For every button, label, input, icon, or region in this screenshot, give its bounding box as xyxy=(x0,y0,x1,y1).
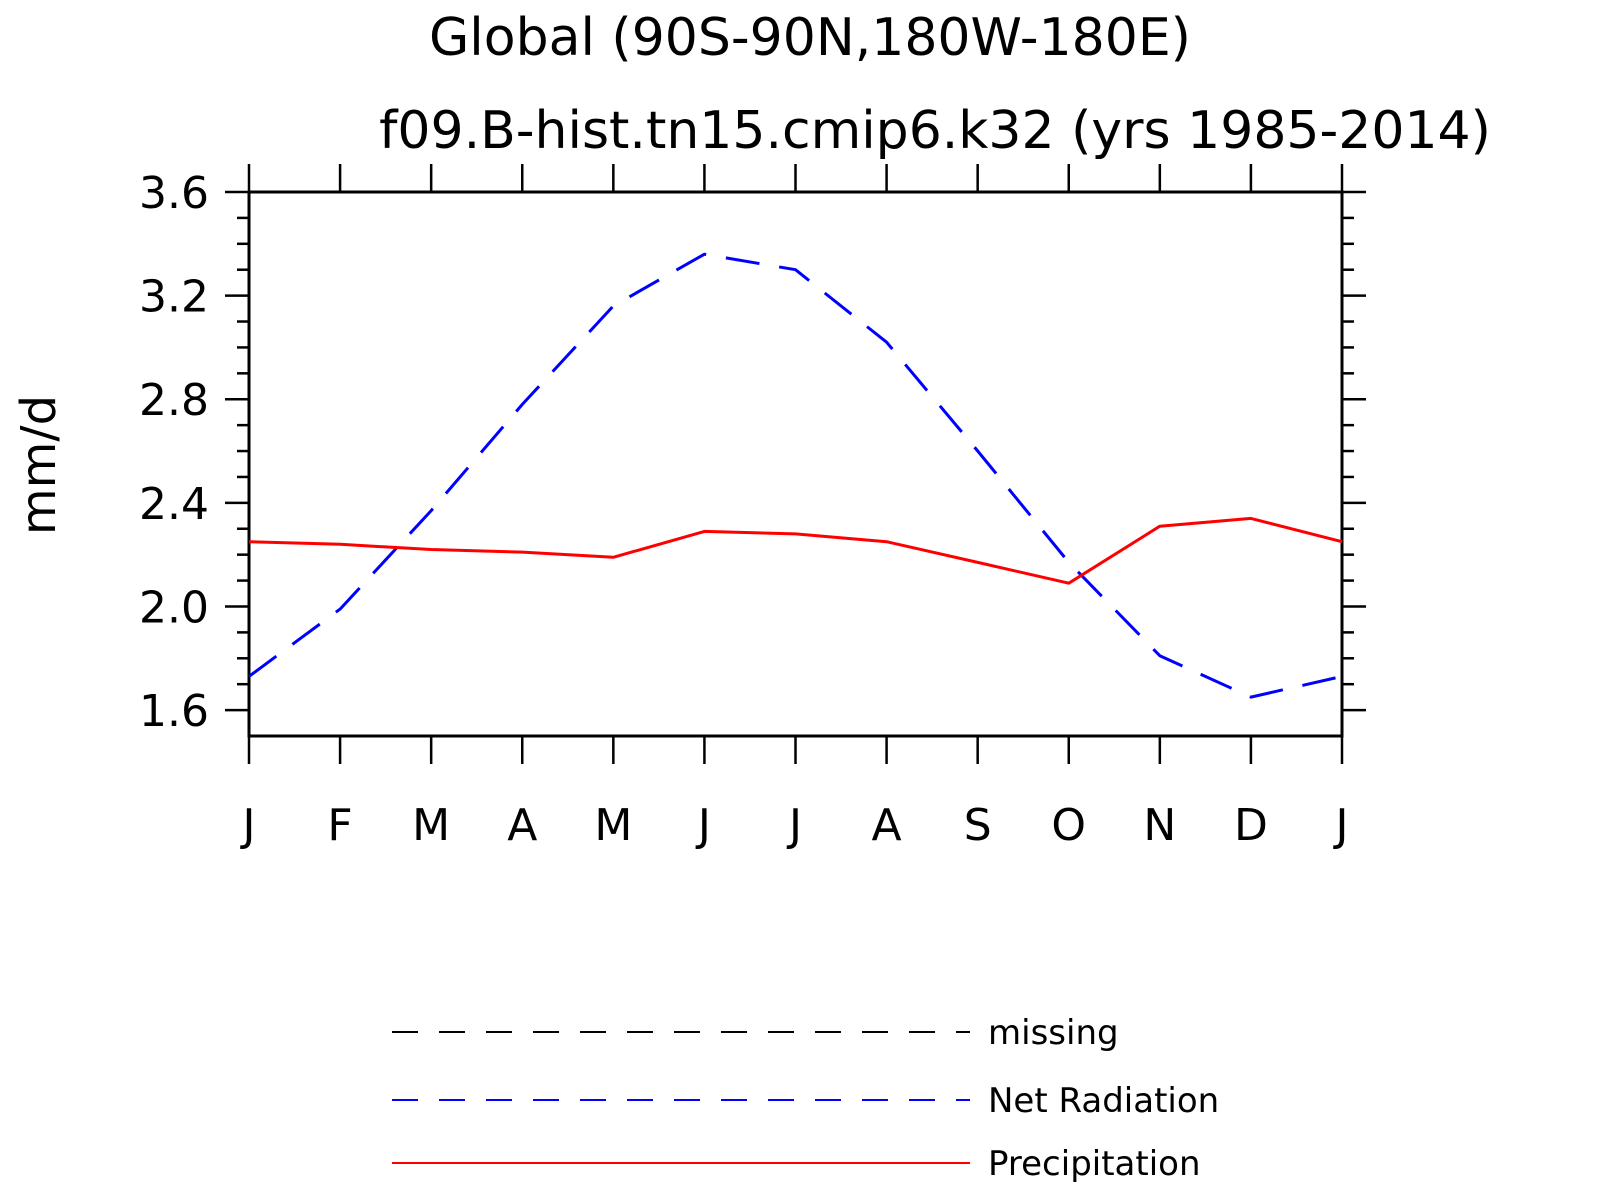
x-tick-label: J xyxy=(240,800,256,851)
legend-label: Precipitation xyxy=(988,1144,1201,1184)
chart-title: Global (90S-90N,180W-180E) xyxy=(429,8,1191,68)
y-tick-label: 3.2 xyxy=(139,272,209,323)
x-tick-label: O xyxy=(1051,800,1086,851)
x-tick-label: J xyxy=(786,800,802,851)
legend-label: missing xyxy=(988,1013,1119,1053)
plot-frame xyxy=(247,190,1344,738)
y-tick-label: 2.8 xyxy=(139,375,209,426)
x-tick-label: A xyxy=(507,800,537,851)
x-tick-label: F xyxy=(327,800,352,851)
x-tick-label: M xyxy=(594,800,632,851)
plot-area xyxy=(247,190,1344,738)
x-tick-label: A xyxy=(872,800,902,851)
x-tick-label: J xyxy=(695,800,711,851)
legend-label: Net Radiation xyxy=(988,1081,1219,1121)
x-tick-label: S xyxy=(964,800,992,851)
series-lines xyxy=(248,252,1343,699)
x-tick-label: N xyxy=(1143,800,1176,851)
axis-ticks: 3.6 3.2 2.8 2.4 2.0 1.6 J F M A M J J A S O N D J xyxy=(139,164,1366,851)
y-tick-label: 3.6 xyxy=(139,168,209,219)
chart-subtitle: f09.B-hist.tn15.cmip6.k32 (yrs 1985-2014… xyxy=(379,101,1491,161)
x-tick-label: D xyxy=(1234,800,1268,851)
x-tick-label: J xyxy=(1333,800,1349,851)
legend: missing Net Radiation Precipitation xyxy=(392,1013,1219,1184)
y-tick-label: 2.0 xyxy=(139,582,209,633)
y-tick-label: 1.6 xyxy=(139,686,209,737)
y-axis-label: mm/d xyxy=(11,395,67,535)
x-tick-label: M xyxy=(412,800,450,851)
series-line-net-radiation xyxy=(248,252,1343,699)
series-line-precipitation xyxy=(248,516,1343,585)
y-tick-label: 2.4 xyxy=(139,479,209,530)
